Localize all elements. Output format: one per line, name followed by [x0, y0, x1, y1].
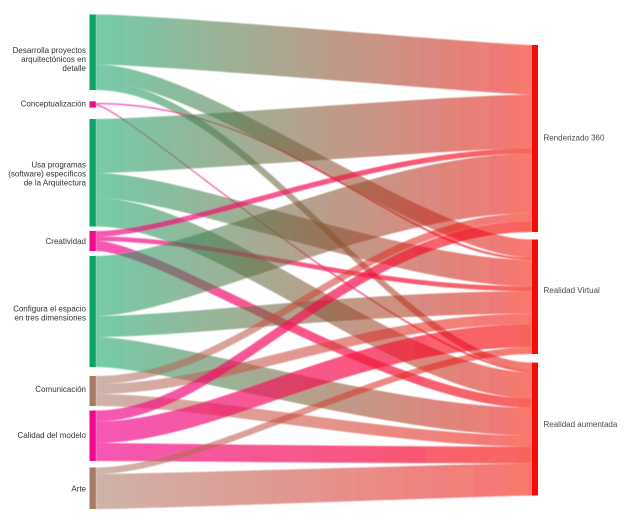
svg-text:Realidad aumentada: Realidad aumentada	[544, 420, 618, 429]
svg-text:arquitectónicos en: arquitectónicos en	[21, 55, 86, 64]
svg-text:Usa programas: Usa programas	[31, 161, 86, 170]
svg-text:Desarrolla proyectos: Desarrolla proyectos	[13, 46, 86, 55]
svg-text:detalle: detalle	[62, 64, 86, 73]
svg-text:Configura el espacio: Configura el espacio	[13, 305, 86, 314]
svg-text:Calidad del modelo: Calidad del modelo	[18, 431, 87, 440]
svg-text:(software) específicos: (software) específicos	[8, 170, 86, 179]
svg-text:de la Arquitectura: de la Arquitectura	[24, 179, 87, 188]
svg-text:Renderizado 360: Renderizado 360	[544, 133, 605, 142]
svg-text:Comunicación: Comunicación	[35, 385, 86, 394]
svg-text:Creatividad: Creatividad	[46, 237, 86, 246]
svg-text:Realidad Virtual: Realidad Virtual	[544, 286, 601, 295]
svg-text:Arte: Arte	[71, 485, 86, 494]
svg-text:Conceptualización: Conceptualización	[21, 100, 86, 109]
svg-text:en tres dimensiones: en tres dimensiones	[14, 314, 86, 323]
